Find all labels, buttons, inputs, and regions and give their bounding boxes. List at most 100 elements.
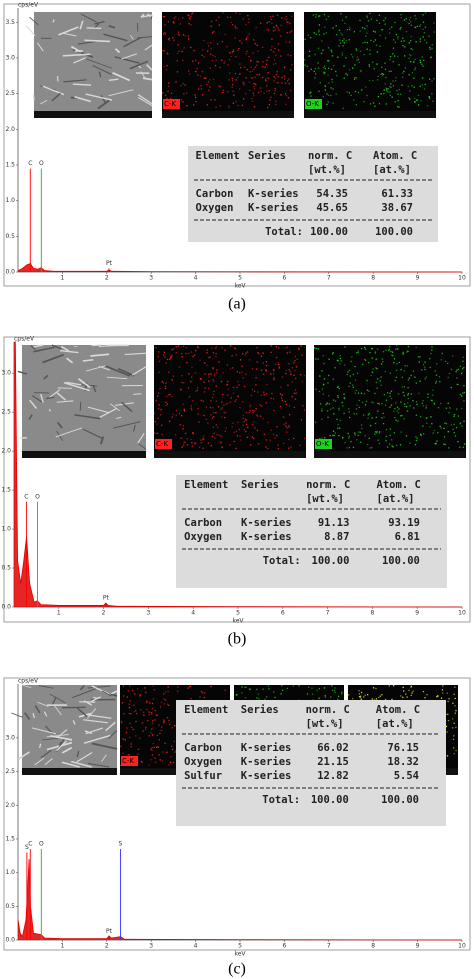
map-dot	[161, 424, 163, 426]
fiber	[124, 352, 147, 356]
map-dot	[251, 77, 254, 79]
map-dot	[222, 91, 224, 94]
map-dot	[422, 363, 425, 366]
map-dot	[158, 371, 160, 373]
map-dot	[162, 354, 165, 356]
map-dot	[369, 12, 371, 15]
map-dot	[204, 387, 206, 389]
fiber	[34, 757, 45, 766]
map-dot	[210, 414, 212, 416]
map-dot	[354, 365, 356, 368]
map-dot	[176, 60, 179, 62]
map-dot	[327, 15, 330, 18]
map-dot	[254, 76, 256, 78]
info-bar	[304, 111, 436, 118]
map-dot	[165, 382, 167, 384]
map-dot	[208, 45, 210, 47]
map-dot	[270, 18, 272, 20]
map-dot	[421, 84, 423, 86]
map-dot	[202, 692, 204, 694]
fiber	[56, 421, 63, 429]
map-dot	[404, 67, 407, 69]
table-cell: Sulfur	[184, 770, 222, 782]
map-dot	[225, 384, 228, 386]
map-dot	[264, 66, 266, 68]
table-cell: 91.13	[318, 517, 350, 529]
map-dot	[436, 363, 438, 365]
map-dot	[140, 709, 142, 711]
map-dot	[331, 78, 333, 81]
map-dot	[227, 394, 229, 396]
map-dot	[433, 31, 435, 33]
map-dot	[380, 363, 383, 365]
map-dot	[142, 730, 144, 732]
map-dot	[216, 43, 219, 45]
map-dot	[419, 61, 422, 64]
map-dot	[226, 383, 229, 386]
map-dot	[218, 85, 220, 87]
table-header: Atom. C	[373, 150, 417, 162]
fiber	[55, 427, 82, 438]
map-dot	[158, 351, 160, 353]
map-dot	[444, 360, 447, 363]
map-dot	[239, 13, 241, 15]
map-dot	[330, 68, 333, 71]
map-dot	[390, 404, 393, 406]
map-dot	[164, 742, 166, 745]
map-dot	[136, 712, 138, 715]
map-dot	[242, 424, 244, 427]
map-dot	[433, 403, 436, 405]
map-dot	[188, 23, 190, 25]
map-dot	[447, 713, 449, 715]
map-dot	[440, 697, 443, 699]
map-dot	[438, 376, 441, 378]
map-dot	[325, 18, 328, 21]
map-dot	[239, 40, 241, 42]
map-dot	[231, 51, 234, 53]
map-dot	[258, 73, 260, 76]
map-dot	[389, 395, 391, 397]
map-dot	[239, 359, 242, 361]
map-dot	[124, 739, 126, 741]
map-dot	[455, 426, 458, 429]
map-dot	[196, 389, 199, 391]
map-dot	[345, 39, 347, 42]
map-dot	[410, 48, 412, 50]
map-dot	[275, 24, 277, 27]
map-dot	[199, 696, 201, 698]
map-dot	[229, 16, 232, 19]
map-dot	[175, 409, 178, 412]
map-dot	[336, 386, 339, 388]
map-dot	[266, 22, 268, 24]
map-dot	[453, 415, 455, 418]
map-dot	[321, 408, 323, 410]
micrograph	[17, 344, 147, 458]
map-dot	[128, 754, 130, 756]
map-dot	[155, 746, 158, 749]
map-dot	[244, 354, 247, 356]
map-label-bg	[163, 99, 180, 109]
map-dot	[355, 77, 358, 79]
map-dot	[452, 727, 454, 729]
map-dot	[250, 77, 253, 79]
map-dot	[395, 419, 397, 421]
map-dot	[190, 407, 192, 409]
map-dot	[379, 695, 382, 697]
map-dot	[204, 373, 206, 375]
map-dot	[457, 368, 460, 370]
map-dot	[409, 40, 412, 42]
map-dot	[274, 696, 276, 699]
map-dot	[268, 103, 270, 106]
map-dot	[454, 705, 456, 707]
map-dot	[328, 374, 330, 377]
map-dot	[389, 59, 391, 61]
map-dot	[352, 384, 354, 386]
map-dot	[204, 362, 206, 364]
map-dot	[271, 392, 273, 395]
map-dot	[188, 17, 191, 19]
map-dot	[417, 104, 420, 106]
fiber	[32, 395, 44, 404]
map-dot	[289, 31, 291, 33]
map-dot	[397, 38, 399, 40]
map-dot	[381, 694, 383, 696]
